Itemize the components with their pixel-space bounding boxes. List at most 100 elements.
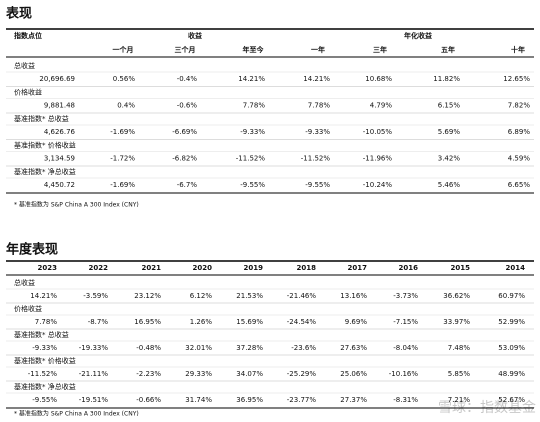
cell: 21.53%	[236, 292, 263, 300]
cell: -6.82%	[172, 155, 197, 163]
cell: 15.69%	[236, 318, 263, 326]
cell: 7.78%	[243, 102, 266, 110]
cell: -0.4%	[177, 75, 198, 83]
cell: -9.33%	[32, 344, 57, 352]
cell: -24.54%	[287, 318, 317, 326]
cell: -9.55%	[305, 181, 330, 189]
cell: 32.01%	[185, 344, 212, 352]
cell: -9.55%	[240, 181, 265, 189]
column-header: 2018	[297, 264, 317, 272]
cell: -0.6%	[177, 102, 198, 110]
cell: 48.99%	[498, 370, 525, 378]
row-label: 价格收益	[14, 88, 42, 97]
cell: 60.97%	[498, 292, 525, 300]
cell: 14.21%	[238, 75, 265, 83]
cell: 36.62%	[443, 292, 470, 300]
cell: 12.65%	[503, 75, 530, 83]
cell: -25.29%	[287, 370, 317, 378]
cell: 6.65%	[508, 181, 531, 189]
cell: -0.48%	[136, 344, 161, 352]
cell: 6.12%	[190, 292, 213, 300]
cell: -7.15%	[393, 318, 418, 326]
cell: 4.79%	[370, 102, 393, 110]
cell: -21.11%	[79, 370, 109, 378]
cell: 16.95%	[134, 318, 161, 326]
cell: -9.55%	[32, 396, 57, 404]
cell: 52.99%	[498, 318, 525, 326]
cell: 5.85%	[448, 370, 471, 378]
cell: 14.21%	[30, 292, 57, 300]
cell: -8.7%	[88, 318, 109, 326]
cell: -6.7%	[177, 181, 198, 189]
cell: 7.21%	[448, 396, 471, 404]
cell: -11.96%	[363, 155, 393, 163]
cell: -11.52%	[236, 155, 266, 163]
column-header: 一个月	[113, 45, 134, 54]
row-label: 基准指数* 净总收益	[14, 167, 76, 176]
row-label: 价格收益	[14, 304, 42, 313]
cell: -11.52%	[301, 155, 331, 163]
column-header: 2021	[142, 264, 162, 272]
column-header: 五年	[441, 45, 455, 54]
cell: 53.09%	[498, 344, 525, 352]
footnote: * 基准指数为 S&P China A 300 Index (CNY)	[14, 410, 139, 418]
cell: 31.74%	[185, 396, 212, 404]
cell: -10.05%	[363, 128, 393, 136]
cell: 0.4%	[117, 102, 135, 110]
cell: -10.24%	[363, 181, 393, 189]
cell: -11.52%	[28, 370, 58, 378]
cell: 10.68%	[365, 75, 392, 83]
cell: 11.82%	[433, 75, 460, 83]
cell: -23.77%	[287, 396, 317, 404]
row-label: 基准指数* 价格收益	[14, 141, 76, 150]
header: 年化收益	[404, 31, 432, 40]
cell: -3.73%	[393, 292, 418, 300]
cell: 13.16%	[340, 292, 367, 300]
column-header: 年至今	[243, 45, 264, 54]
cell: 4,626.76	[44, 128, 76, 136]
cell: 3.42%	[438, 155, 461, 163]
cell: 9,881.48	[44, 102, 75, 110]
cell: 7.48%	[448, 344, 471, 352]
row-label: 总收益	[14, 61, 35, 70]
cell: -1.69%	[110, 181, 135, 189]
header: 收益	[188, 31, 202, 40]
cell: 4.59%	[508, 155, 531, 163]
cell: -1.69%	[110, 128, 135, 136]
cell: 33.97%	[443, 318, 470, 326]
cell: 25.06%	[340, 370, 367, 378]
cell: -23.6%	[291, 344, 316, 352]
row-label: 总收益	[14, 278, 35, 287]
column-header: 十年	[511, 45, 525, 54]
column-header: 三年	[373, 45, 387, 54]
cell: 27.37%	[340, 396, 367, 404]
column-header: 2017	[348, 264, 368, 272]
cell: -2.23%	[136, 370, 161, 378]
cell: 29.33%	[185, 370, 212, 378]
cell: -21.46%	[287, 292, 317, 300]
cell: -3.59%	[83, 292, 108, 300]
cell: 52.67%	[498, 396, 525, 404]
cell: 27.63%	[340, 344, 367, 352]
cell: 20,696.69	[39, 75, 75, 83]
cell: 36.95%	[236, 396, 263, 404]
cell: -8.04%	[393, 344, 418, 352]
cell: 7.78%	[308, 102, 331, 110]
cell: -6.69%	[172, 128, 197, 136]
cell: -19.51%	[79, 396, 109, 404]
row-label: 基准指数* 净总收益	[14, 382, 76, 391]
cell: 6.15%	[438, 102, 461, 110]
cell: -8.31%	[393, 396, 418, 404]
footnote: * 基准指数为 S&P China A 300 Index (CNY)	[14, 201, 139, 209]
cell: 4,450.72	[44, 181, 75, 189]
header: 指数点位	[14, 31, 42, 40]
column-header: 2020	[193, 264, 213, 272]
cell: -0.66%	[136, 396, 161, 404]
cell: 1.26%	[190, 318, 213, 326]
row-label: 基准指数* 价格收益	[14, 356, 76, 365]
cell: -9.33%	[240, 128, 265, 136]
column-header: 三个月	[175, 45, 196, 54]
row-label: 基准指数* 总收益	[14, 114, 69, 123]
section-title: 表现	[5, 6, 32, 22]
